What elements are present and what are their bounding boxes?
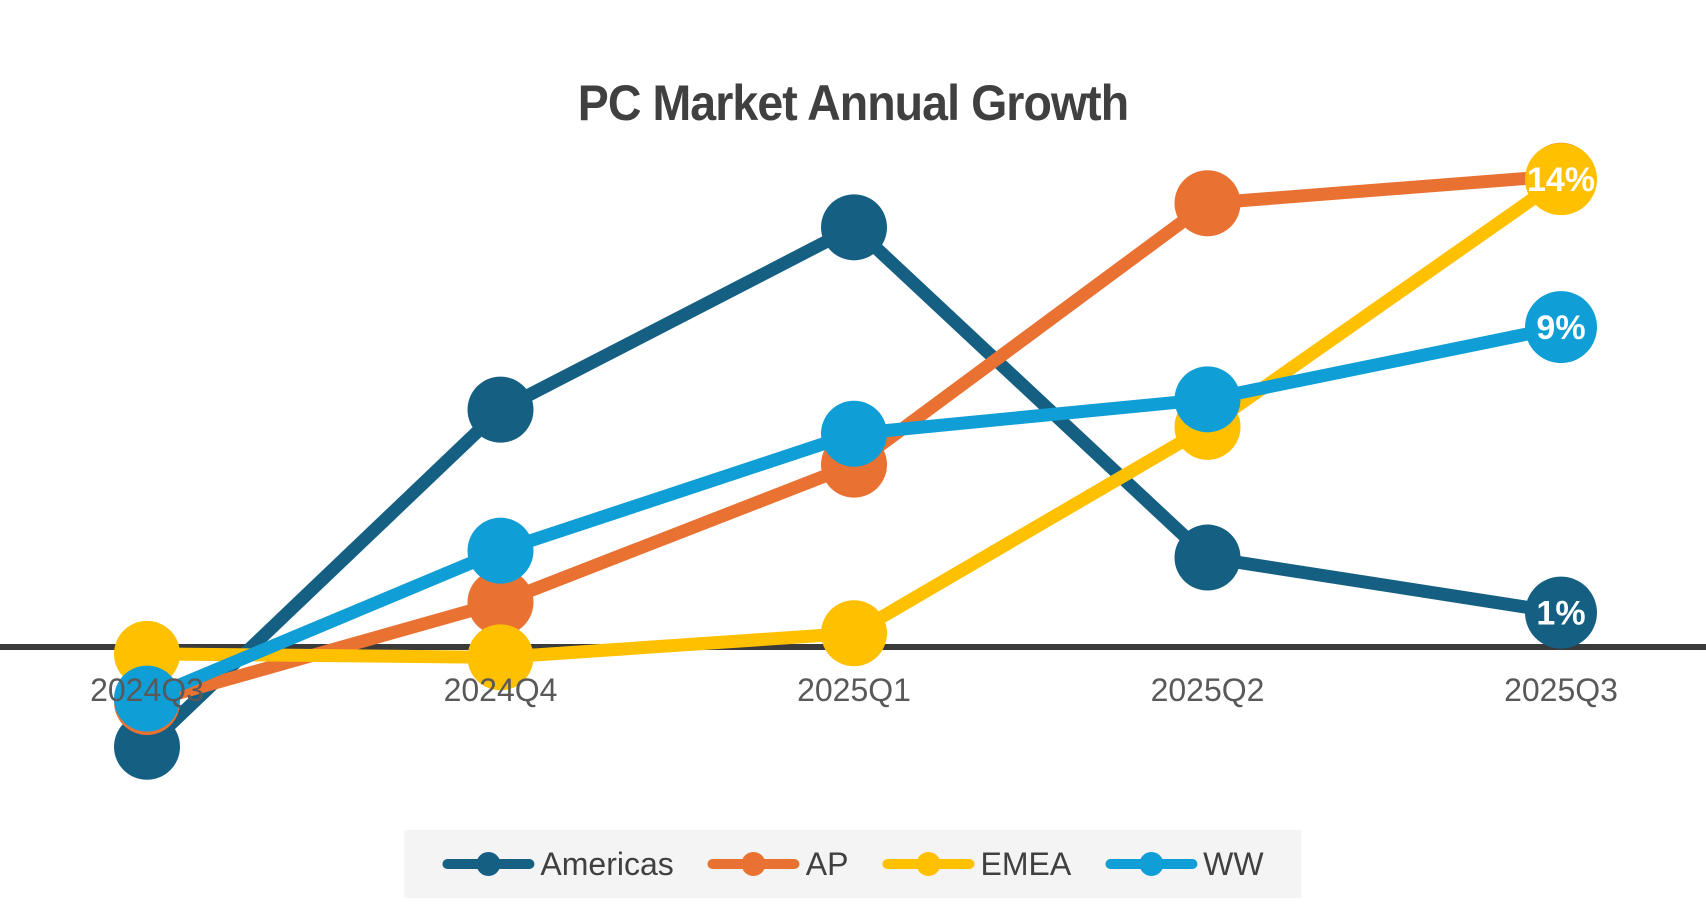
legend-label-emea: EMEA — [980, 845, 1072, 882]
marker-ww-2025q1 — [821, 400, 887, 467]
data-label-ww: 9% — [1536, 309, 1585, 347]
marker-ww-2024q4 — [467, 517, 534, 584]
legend-item-emea: EMEA — [882, 846, 1071, 883]
marker-ww-2025q2 — [1174, 366, 1241, 433]
data-label-emea: 14% — [1527, 161, 1595, 199]
legend-line-marker-icon — [1105, 851, 1198, 877]
legend-line-marker-icon — [882, 851, 975, 877]
legend-line-marker-icon — [707, 851, 800, 877]
marker-americas-2024q4 — [467, 376, 534, 443]
marker-ap-2024q4 — [467, 569, 534, 636]
legend-label-ap: AP — [805, 845, 849, 882]
marker-americas-2025q1 — [821, 194, 887, 261]
legend-item-ap: AP — [707, 845, 849, 883]
legend-item-americas: Americas — [442, 845, 674, 883]
marker-emea-2025q1 — [821, 600, 887, 667]
marker-americas-2025q2 — [1174, 524, 1241, 591]
legend-line-marker-icon — [442, 851, 535, 877]
legend-label-ww: WW — [1203, 845, 1264, 882]
marker-ww-2024q3 — [114, 665, 180, 732]
legend-label-americas: Americas — [540, 845, 674, 882]
legend: Americas AP EMEA WW — [404, 830, 1302, 898]
data-label-bubble-emea — [1525, 143, 1597, 216]
data-label-americas: 1% — [1536, 595, 1585, 633]
chart-title: PC Market Annual Growth — [577, 75, 1129, 131]
marker-ap-2025q2 — [1174, 170, 1241, 237]
data-label-bubble-americas — [1525, 576, 1597, 649]
legend-item-ww: WW — [1105, 845, 1264, 883]
data-label-bubble-ww — [1525, 291, 1597, 364]
marker-emea-2024q4 — [467, 624, 534, 691]
